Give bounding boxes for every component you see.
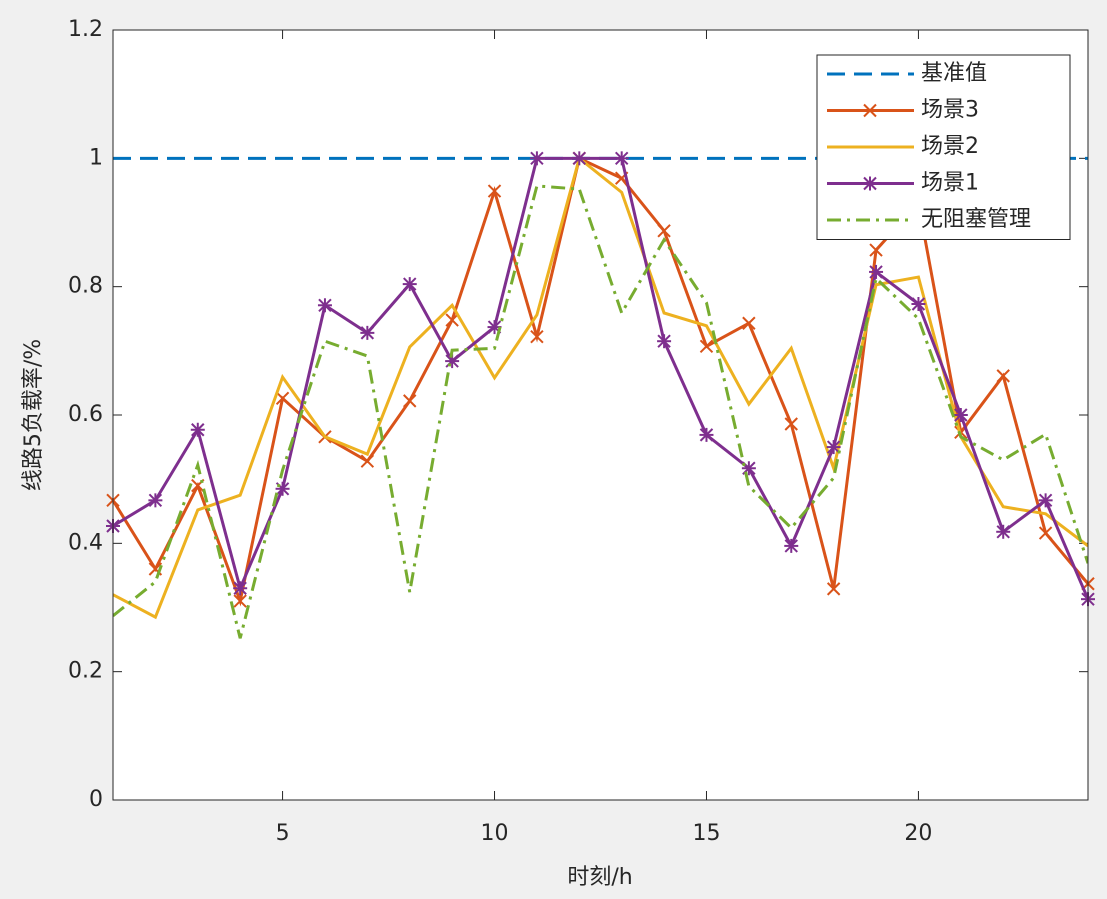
legend-label: 场景3 [921, 98, 979, 123]
marker [445, 313, 459, 327]
marker [699, 339, 714, 354]
marker [869, 264, 884, 279]
marker [487, 184, 502, 198]
y-tick-label: 0 [89, 787, 103, 812]
marker [863, 176, 877, 191]
series-line [113, 156, 1088, 607]
series-line [113, 184, 1088, 639]
y-tick-label: 0.4 [68, 530, 103, 555]
marker [657, 224, 671, 238]
marker [402, 277, 417, 292]
marker [826, 440, 841, 455]
marker [614, 151, 629, 166]
marker [1038, 526, 1053, 540]
y-tick-label: 1.2 [68, 17, 103, 42]
marker [996, 524, 1011, 539]
marker [275, 391, 290, 406]
marker [953, 408, 968, 422]
marker [529, 151, 544, 166]
y-tick-label: 0.8 [68, 274, 103, 299]
marker [317, 298, 332, 313]
x-axis-label: 时刻/h [567, 865, 632, 890]
y-tick-label: 1 [89, 145, 103, 170]
legend-label: 无阻塞管理 [921, 207, 1031, 232]
marker [911, 296, 926, 311]
marker [742, 316, 756, 330]
marker [190, 422, 205, 437]
x-tick-label: 10 [481, 821, 509, 846]
marker [148, 493, 163, 508]
y-tick-label: 0.6 [68, 402, 103, 427]
marker [403, 394, 417, 408]
marker [572, 151, 587, 166]
legend-label: 场景1 [921, 171, 979, 196]
marker [699, 427, 714, 442]
marker [863, 103, 877, 118]
marker [360, 325, 375, 340]
y-tick-label: 0.2 [68, 659, 103, 684]
marker [233, 581, 248, 596]
legend-label: 基准值 [921, 61, 987, 86]
x-tick-label: 20 [904, 821, 932, 846]
marker [996, 369, 1010, 383]
series-line [113, 156, 1088, 600]
axes-box [112, 29, 1089, 801]
legend-label: 场景2 [921, 134, 979, 159]
marker [233, 594, 247, 608]
marker [784, 538, 799, 553]
marker [869, 243, 883, 257]
x-tick-label: 5 [276, 821, 290, 846]
marker [826, 582, 841, 596]
marker [784, 417, 798, 431]
marker [657, 334, 672, 349]
series-line [113, 155, 1088, 620]
marker [530, 330, 544, 344]
x-tick-label: 15 [692, 821, 720, 846]
marker [1038, 493, 1053, 508]
y-axis-label: 线路5负载率/% [21, 339, 46, 491]
marker [360, 454, 375, 468]
